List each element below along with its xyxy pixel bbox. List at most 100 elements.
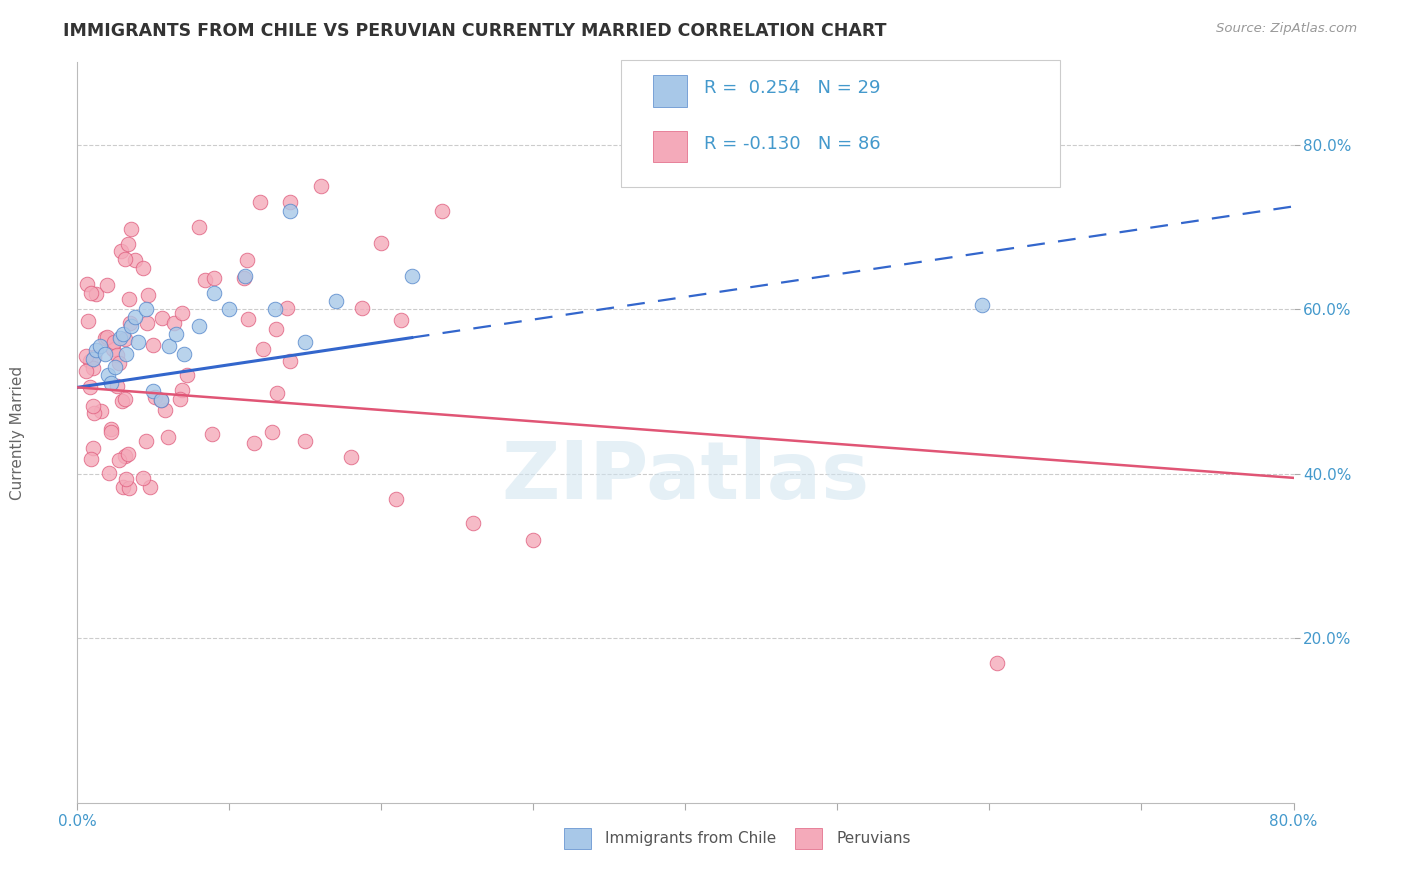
Point xyxy=(401,269,423,284)
Point xyxy=(83,406,105,420)
Point xyxy=(117,481,139,495)
Point xyxy=(157,339,180,353)
Point xyxy=(236,252,259,267)
Point xyxy=(120,316,142,330)
Point xyxy=(82,441,104,455)
Point xyxy=(188,219,211,234)
Point xyxy=(90,404,112,418)
Point xyxy=(108,453,131,467)
Point xyxy=(264,302,287,317)
Point xyxy=(105,348,128,362)
Point xyxy=(118,292,141,306)
Point xyxy=(98,467,121,481)
Point xyxy=(75,349,97,363)
Point xyxy=(233,269,256,284)
Point xyxy=(142,384,165,399)
Point xyxy=(127,335,149,350)
Point xyxy=(82,351,104,366)
Point xyxy=(172,383,194,397)
Point xyxy=(117,237,139,252)
Point xyxy=(117,447,139,461)
Point xyxy=(136,288,159,302)
Point xyxy=(202,285,225,300)
FancyBboxPatch shape xyxy=(621,61,1060,186)
Point xyxy=(100,376,122,391)
Point xyxy=(103,335,125,350)
Point xyxy=(260,425,283,439)
Point xyxy=(120,221,142,235)
Point xyxy=(176,368,198,383)
Point xyxy=(79,380,101,394)
Point xyxy=(142,338,165,352)
Point xyxy=(340,450,363,465)
Point xyxy=(124,310,146,325)
Point xyxy=(115,472,138,486)
Bar xyxy=(564,828,591,848)
Point xyxy=(309,178,332,193)
Point xyxy=(120,318,142,333)
Point xyxy=(149,393,172,408)
Point xyxy=(986,656,1008,670)
Point xyxy=(94,331,117,345)
Point xyxy=(385,491,408,506)
Point xyxy=(96,277,118,292)
Point xyxy=(522,533,544,547)
Point xyxy=(266,386,288,401)
Point xyxy=(165,326,187,341)
Point xyxy=(84,343,107,358)
Point xyxy=(236,312,259,326)
Point xyxy=(115,347,138,361)
Point xyxy=(173,347,195,361)
Text: ZIPatlas: ZIPatlas xyxy=(502,438,869,516)
Point xyxy=(101,342,124,356)
Point xyxy=(114,392,136,407)
Point xyxy=(96,330,118,344)
Point xyxy=(79,354,101,368)
Bar xyxy=(794,828,821,848)
Point xyxy=(135,316,157,330)
Point xyxy=(202,271,225,285)
Point xyxy=(82,399,104,413)
Point xyxy=(139,480,162,494)
Point xyxy=(76,277,98,292)
Point xyxy=(150,311,173,326)
Point xyxy=(114,332,136,346)
Point xyxy=(352,301,374,315)
Point xyxy=(170,306,193,320)
Point xyxy=(132,261,155,276)
Point xyxy=(970,298,993,312)
Point xyxy=(325,293,347,308)
Point xyxy=(157,430,180,444)
Point xyxy=(108,331,131,345)
Point xyxy=(249,195,271,210)
Bar xyxy=(652,76,686,107)
Point xyxy=(252,343,274,357)
Point xyxy=(77,314,100,328)
Bar xyxy=(652,131,686,162)
Point xyxy=(107,355,129,369)
Point xyxy=(461,516,484,530)
Point xyxy=(370,236,392,251)
Point xyxy=(135,302,157,317)
Point xyxy=(110,244,132,258)
Point xyxy=(266,321,288,335)
Point xyxy=(276,301,298,315)
Text: Source: ZipAtlas.com: Source: ZipAtlas.com xyxy=(1216,22,1357,36)
Point xyxy=(201,426,224,441)
Point xyxy=(132,471,155,485)
Point xyxy=(233,270,256,285)
Point xyxy=(278,354,301,368)
Point xyxy=(163,316,186,330)
Point xyxy=(100,425,122,440)
Point xyxy=(218,302,240,317)
Point xyxy=(112,479,135,493)
Point xyxy=(82,360,104,375)
Point xyxy=(169,392,191,406)
Point xyxy=(124,253,146,268)
Y-axis label: Currently Married: Currently Married xyxy=(10,366,24,500)
Text: Immigrants from Chile: Immigrants from Chile xyxy=(605,830,776,846)
Point xyxy=(104,359,127,374)
Text: R =  0.254   N = 29: R = 0.254 N = 29 xyxy=(703,79,880,97)
Point xyxy=(114,449,136,463)
Point xyxy=(389,313,412,327)
